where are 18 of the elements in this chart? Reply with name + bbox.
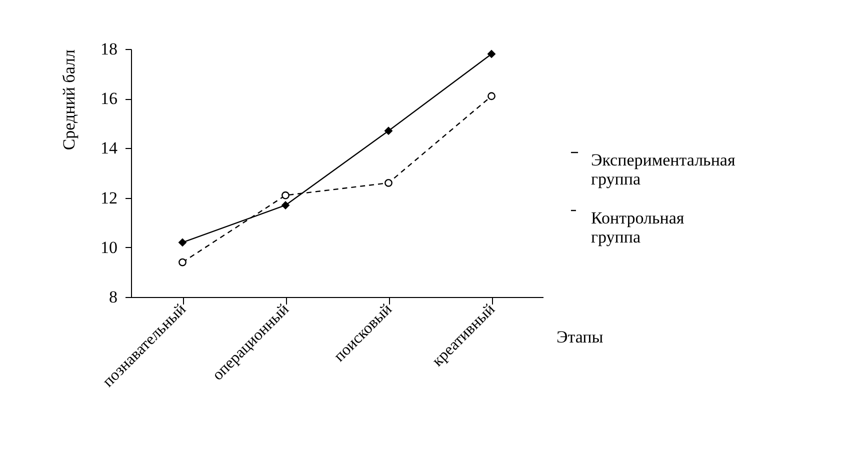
y-tick-label: 12 (100, 188, 118, 208)
y-tick-label: 18 (100, 40, 118, 58)
point (384, 126, 392, 135)
point (384, 178, 392, 187)
legend-label: Экспериментальная группа (591, 150, 736, 188)
y-tick-label: 8 (109, 288, 118, 306)
y-tick-label: 16 (100, 89, 118, 108)
x-axis-title: Этапы (556, 328, 604, 346)
point (178, 258, 186, 266)
y-tick-label: 10 (100, 238, 118, 257)
y-tick-label: 14 (100, 138, 118, 158)
point (282, 191, 290, 200)
legend-label: Контрольная группа (591, 208, 684, 246)
point (488, 92, 496, 100)
y-axis-title: Средний балл (60, 48, 78, 150)
point (178, 238, 186, 246)
point (282, 201, 290, 210)
point (488, 50, 496, 58)
